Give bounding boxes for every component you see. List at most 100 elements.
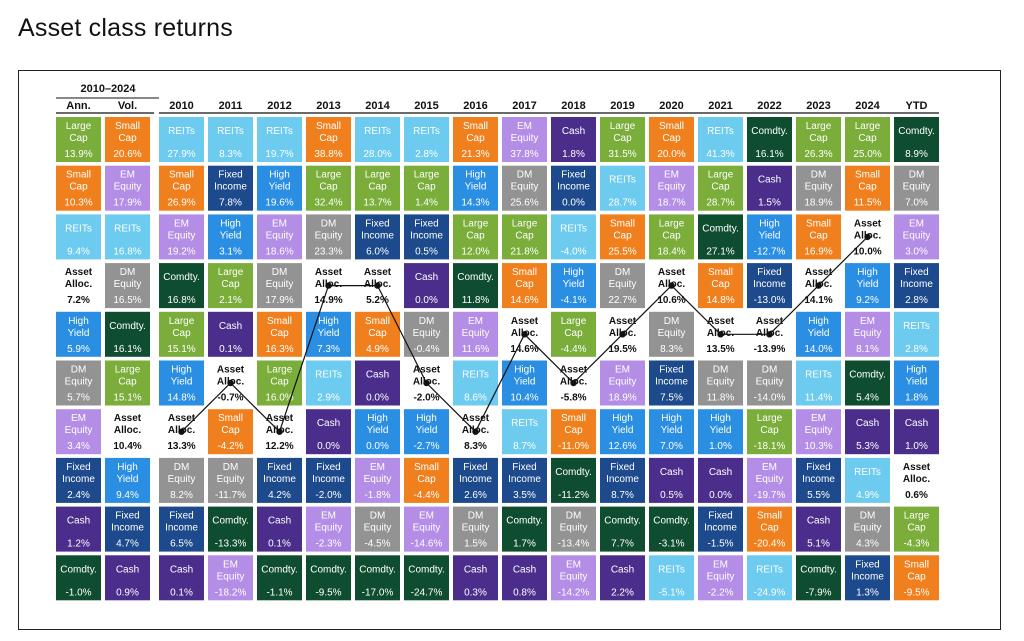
cell-value: -11.2%	[558, 490, 589, 501]
cell-reits-2014: REITs 28.0%	[355, 117, 400, 162]
cell-asset-label: Asset	[707, 316, 735, 327]
cell-asset-label: Cap	[221, 279, 240, 290]
cell-asset-label: DM	[321, 218, 337, 229]
cell-value: 8.3%	[219, 149, 242, 160]
cell-asset-label: Yield	[612, 425, 634, 436]
cell-comdty-2014: Comdty. -17.0%	[355, 555, 400, 601]
cell-asset-label: Yield	[367, 425, 389, 436]
cell-asset-label: Large	[218, 267, 244, 278]
cell-asset-label: Cash	[415, 272, 438, 283]
cell-asset-label: Asset	[462, 413, 490, 424]
cell-asset-label: Comdty.	[457, 272, 494, 283]
cell-value: 14.8%	[706, 295, 734, 306]
cell-value: 19.2%	[167, 246, 195, 257]
cell-bg	[502, 214, 547, 260]
cell-asset-label: DM	[272, 267, 288, 278]
cell-asset-label: Cash	[562, 126, 585, 137]
cell-asset-label: Equity	[65, 425, 93, 436]
cell-asset-label: Small	[66, 170, 91, 181]
cell-asset-label: Small	[316, 121, 341, 132]
cell-value: 8.9%	[905, 149, 928, 160]
cell-value: -19.7%	[754, 490, 786, 501]
cell-asset-label: Income	[557, 182, 590, 193]
cell-value: 7.3%	[317, 344, 340, 355]
cell-asset-label: Cap	[662, 133, 681, 144]
cell-bg	[306, 409, 351, 455]
cell-asset-label: Cash	[366, 370, 389, 381]
cell-bg	[306, 457, 351, 503]
cell-bg	[404, 457, 449, 503]
cell-asset-label: EM	[664, 170, 679, 181]
cell-value: 7.8%	[219, 198, 242, 209]
cell-value: 0.0%	[415, 295, 438, 306]
cell-value: -1.1%	[266, 587, 292, 598]
cell-asset-label: Cap	[368, 328, 387, 339]
cell-value: 13.7%	[363, 198, 391, 209]
cell-cash-2017: Cash 0.8%	[502, 555, 547, 601]
cell-asset-label: Income	[802, 474, 835, 485]
cell-asset-label: Cap	[466, 230, 485, 241]
cell-asset-label: Cap	[221, 425, 240, 436]
asset-alloc-point	[766, 331, 773, 338]
cell-asset-label: Yield	[514, 377, 536, 388]
cell-asset-label: Equity	[854, 328, 882, 339]
cell-bg	[649, 555, 694, 601]
cell-value: -2.0%	[315, 490, 341, 501]
asset-alloc-point	[864, 233, 871, 241]
cell-asset-label: Fixed	[512, 462, 536, 473]
cell-bg	[845, 506, 890, 552]
cell-bg	[306, 214, 351, 260]
cell-bg	[747, 165, 792, 211]
cell-asset-label: DM	[468, 511, 484, 522]
cell-asset-label: Income	[410, 230, 443, 241]
cell-asset-label: Equity	[315, 523, 343, 534]
cell-asset-label: Large	[463, 218, 489, 229]
cell-cash-2023: Cash 5.1%	[796, 506, 841, 552]
cell-reits-2010: REITs 27.9%	[159, 117, 204, 162]
cell-bg	[649, 409, 694, 455]
cell-asset-label: Large	[757, 413, 783, 424]
cell-asset-label: Cap	[760, 523, 779, 534]
cell-bg	[257, 263, 302, 309]
cell-cash-2012: Cash 0.1%	[257, 506, 302, 552]
cell-value: 0.5%	[660, 490, 683, 501]
cell-bg	[600, 214, 645, 260]
cell-bg	[355, 506, 400, 552]
cell-value: 3.5%	[513, 490, 536, 501]
cell-asset-label: Cap	[564, 425, 583, 436]
cell-asset-label: Yield	[416, 425, 438, 436]
cell-bg	[502, 409, 547, 455]
cell-bg	[208, 506, 253, 552]
cell-reits-2022: REITs -24.9%	[747, 555, 792, 601]
cell-bg	[551, 409, 596, 455]
cell-bg	[257, 117, 302, 162]
cell-reits-2017: REITs 8.7%	[502, 409, 547, 455]
cell-asset-label: High	[661, 413, 682, 424]
cell-bg	[105, 263, 150, 309]
cell-comdty-ytd: Comdty. 8.9%	[894, 117, 939, 162]
cell-value: 38.8%	[314, 149, 342, 160]
cell-bg	[600, 117, 645, 162]
cell-asset-label: Comdty.	[163, 272, 200, 283]
cell-value: 9.2%	[856, 295, 879, 306]
cell-reits-2023: REITs 11.4%	[796, 360, 841, 406]
cell-asset-label: Fixed	[708, 511, 732, 522]
cell-value: -3.1%	[658, 539, 684, 550]
cell-value: -9.5%	[315, 587, 341, 598]
asset-alloc-point	[227, 379, 234, 387]
cell-asset-label: Cash	[464, 564, 487, 575]
cell-reits-ytd: REITs 2.8%	[894, 311, 939, 357]
cell-value: 0.0%	[709, 490, 732, 501]
cell-asset-label: Income	[704, 523, 737, 534]
cell-asset-label: Cap	[118, 133, 137, 144]
cell-value: 5.7%	[67, 393, 90, 404]
cell-value: 18.9%	[608, 393, 636, 404]
